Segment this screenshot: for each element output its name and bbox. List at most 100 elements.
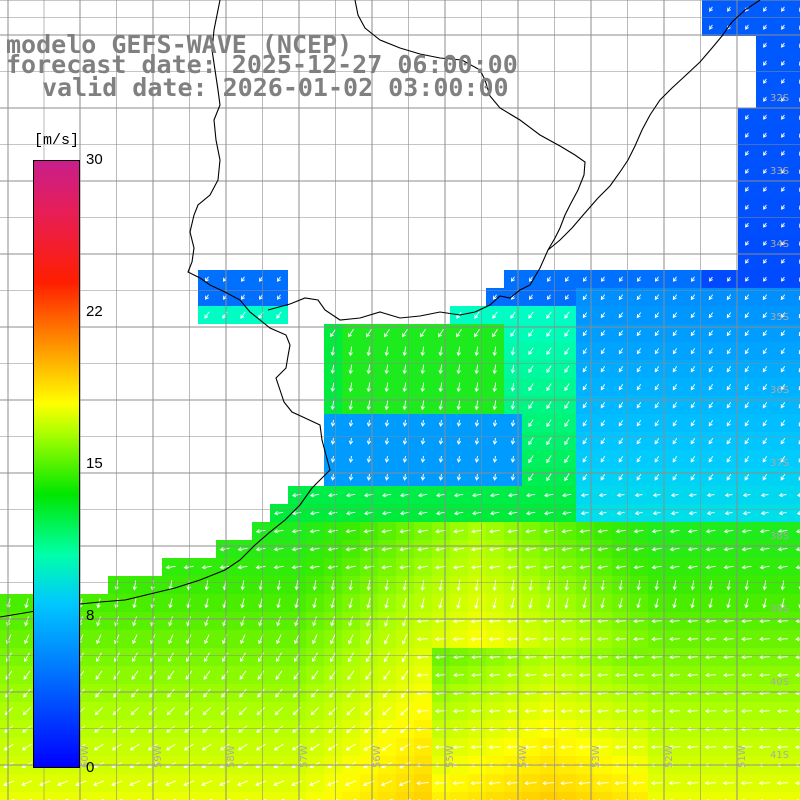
wind-arrow [543, 493, 554, 498]
wind-arrow [745, 276, 749, 282]
wind-arrow [543, 529, 554, 534]
wind-arrow [547, 276, 551, 282]
wind-arrow [95, 670, 103, 680]
wind-arrow [456, 400, 461, 411]
wind-arrow [364, 688, 373, 698]
wind-arrow [709, 24, 713, 30]
wind-arrow [456, 473, 462, 481]
wind-arrow [762, 312, 768, 319]
wind-arrow [651, 618, 662, 624]
wind-arrow [345, 493, 356, 498]
wind-arrow [687, 672, 699, 678]
wind-arrow [636, 402, 642, 409]
wind-arrow [669, 618, 680, 624]
wind-arrow [597, 618, 609, 624]
wind-cell [792, 396, 800, 414]
wind-arrow [489, 547, 501, 552]
wind-arrow [596, 709, 609, 714]
wind-arrow [759, 547, 770, 552]
wind-arrow [778, 492, 787, 498]
wind-arrow [654, 366, 660, 373]
wind-arrow [542, 709, 555, 714]
wind-arrow [381, 529, 392, 534]
wind-arrow [560, 709, 573, 714]
wind-arrow [636, 294, 642, 301]
wind-arrow [632, 781, 645, 786]
valid-date: valid date: 2026-01-02 03:00:00 [42, 73, 509, 102]
wind-arrow [507, 511, 518, 516]
wind-arrow [237, 547, 248, 552]
wind-arrow [745, 132, 749, 138]
wind-arrow [401, 652, 409, 663]
forecast-date: forecast date: 2025-12-27 06:00:00 [6, 50, 518, 79]
wind-arrow [185, 688, 193, 698]
wind-arrow [723, 618, 734, 624]
wind-cell [612, 792, 630, 800]
wind-arrow [167, 670, 175, 680]
wind-arrow [763, 114, 767, 120]
wind-arrow [452, 565, 465, 570]
wind-arrow [687, 636, 698, 642]
wind-arrow [744, 473, 750, 481]
lat-label: 35S [770, 312, 789, 323]
wind-arrow [618, 294, 624, 301]
wind-arrow [184, 707, 194, 716]
wind-arrow [668, 781, 681, 786]
legend-tick-8: 8 [86, 607, 95, 624]
lon-label: 52W [664, 745, 675, 768]
wind-arrow [529, 294, 533, 300]
wind-arrow [560, 636, 573, 642]
wind-arrow [4, 725, 14, 733]
lon-label: 54W [518, 745, 529, 768]
wind-arrow [294, 634, 300, 645]
wind-arrow [309, 493, 320, 498]
wind-vector-arrows [3, 6, 800, 800]
wind-arrow [546, 455, 552, 464]
wind-arrow [726, 294, 732, 301]
wind-arrow [524, 781, 537, 786]
wind-arrow [759, 529, 770, 534]
wind-arrow [580, 492, 589, 498]
wind-arrow [600, 437, 606, 445]
coastline-brazil [547, 0, 761, 251]
wind-cell [792, 234, 800, 252]
wind-arrow [636, 580, 641, 591]
wind-arrow [330, 616, 336, 627]
legend-tick-22: 22 [86, 303, 103, 320]
wind-cell [792, 558, 800, 576]
wind-arrow [453, 547, 465, 552]
wind-arrow [745, 186, 749, 192]
lon-label: 58W [226, 745, 237, 768]
wind-arrow [488, 619, 501, 624]
wind-arrow [240, 580, 245, 591]
wind-arrow [763, 132, 767, 138]
wind-arrow [222, 652, 228, 663]
wind-arrow [618, 312, 624, 319]
wind-arrow [708, 455, 714, 463]
wind-arrow [255, 565, 266, 570]
wind-arrow [670, 492, 679, 498]
wind-arrow [382, 688, 391, 698]
wind-arrow [546, 311, 552, 319]
wind-arrow [597, 672, 609, 678]
wind-arrow [510, 419, 516, 427]
wind-arrow [763, 222, 767, 228]
wind-arrow [650, 708, 663, 714]
wind-arrow [546, 473, 552, 482]
wind-cell [792, 594, 800, 612]
wind-arrow [759, 708, 771, 714]
wind-arrow [564, 365, 570, 374]
wind-arrow [383, 634, 390, 645]
wind-arrow [507, 493, 518, 498]
wind-arrow [596, 745, 609, 750]
wind-arrow [528, 455, 534, 464]
wind-arrow [492, 364, 497, 375]
wind-arrow [416, 655, 429, 660]
lat-label: 40S [770, 677, 789, 688]
wind-arrow [492, 382, 497, 393]
wind-arrow [381, 493, 392, 498]
wind-arrow [579, 529, 590, 534]
wind-arrow [205, 294, 209, 300]
wind-cell [648, 792, 666, 800]
wind-arrow [438, 364, 443, 375]
